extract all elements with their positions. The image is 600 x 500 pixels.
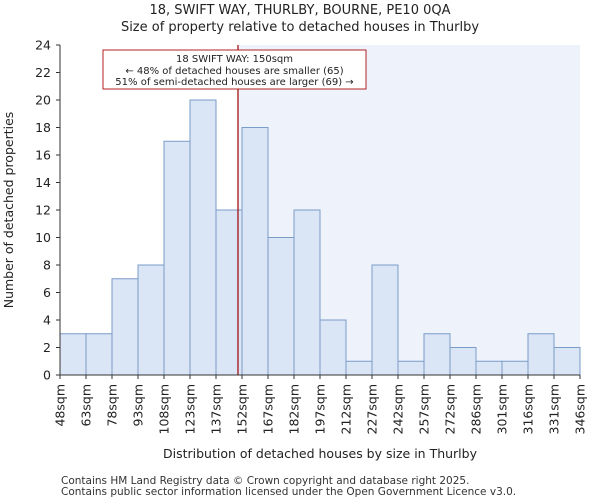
x-tick-label: 346sqm	[573, 384, 588, 434]
histogram-bar	[319, 319, 347, 376]
x-tick-label: 272sqm	[443, 384, 458, 434]
footer-licence: Contains public sector information licen…	[61, 486, 517, 498]
x-tick-label: 93sqm	[131, 384, 146, 427]
histogram-bar	[59, 333, 87, 376]
footer-copyright: Contains HM Land Registry data © Crown c…	[61, 475, 470, 487]
y-tick-label: 8	[43, 258, 51, 273]
y-tick-label: 4	[43, 313, 51, 328]
histogram-bar	[293, 209, 321, 376]
histogram-bar	[267, 237, 295, 376]
x-tick-label: 152sqm	[235, 384, 250, 434]
x-tick-label: 123sqm	[183, 384, 198, 434]
x-tick-label: 78sqm	[105, 384, 120, 427]
x-tick-label: 257sqm	[417, 384, 432, 434]
histogram-bar	[163, 140, 191, 376]
y-tick-label: 24	[35, 38, 51, 53]
x-tick-label: 108sqm	[157, 384, 172, 434]
x-tick-label: 212sqm	[339, 384, 354, 434]
histogram-bar	[553, 347, 581, 376]
x-tick-label: 63sqm	[79, 384, 94, 427]
annotation-line-3: 51% of semi-detached houses are larger (…	[115, 77, 353, 88]
histogram-bar	[85, 333, 113, 376]
histogram-bar	[189, 99, 217, 376]
x-tick-label: 197sqm	[313, 384, 328, 434]
histogram-bar	[449, 347, 477, 376]
histogram-bar	[345, 360, 373, 376]
annotation-line-2: ← 48% of detached houses are smaller (65…	[125, 66, 343, 77]
x-tick-label: 286sqm	[469, 384, 484, 434]
x-tick-label: 301sqm	[495, 384, 510, 434]
x-tick-label: 331sqm	[547, 384, 562, 434]
histogram-bar	[475, 360, 503, 376]
annotation-line-1: 18 SWIFT WAY: 150sqm	[176, 54, 293, 65]
y-tick-label: 10	[35, 230, 51, 245]
x-axis-label: Distribution of detached houses by size …	[163, 446, 478, 461]
y-tick-label: 18	[35, 120, 51, 135]
histogram-bar	[111, 278, 139, 376]
y-tick-label: 12	[35, 203, 51, 218]
y-tick-label: 16	[35, 148, 51, 163]
x-tick-label: 182sqm	[287, 384, 302, 434]
x-tick-label: 167sqm	[261, 384, 276, 434]
chart-subtitle: Size of property relative to detached ho…	[120, 20, 480, 35]
x-tick-label: 242sqm	[391, 384, 406, 434]
annotation-box	[102, 49, 367, 90]
y-tick-label: 20	[35, 93, 51, 108]
histogram-bar	[501, 360, 529, 376]
histogram-bar	[423, 333, 451, 376]
histogram-bar	[241, 127, 269, 376]
y-tick-label: 2	[43, 340, 51, 355]
y-tick-label: 0	[43, 368, 51, 383]
y-axis-label: Number of detached properties	[1, 112, 16, 309]
histogram-bar	[137, 264, 165, 376]
x-tick-label: 48sqm	[53, 384, 68, 427]
y-tick-label: 22	[35, 65, 51, 80]
histogram-bar	[371, 264, 399, 376]
x-tick-label: 316sqm	[521, 384, 536, 434]
y-tick-label: 14	[35, 175, 51, 190]
histogram-bar	[397, 360, 425, 376]
x-tick-label: 137sqm	[209, 384, 224, 434]
y-tick-label: 6	[43, 285, 51, 300]
histogram-bar	[527, 333, 555, 376]
x-tick-label: 227sqm	[365, 384, 380, 434]
chart-title: 18, SWIFT WAY, THURLBY, BOURNE, PE10 0QA	[149, 3, 451, 18]
